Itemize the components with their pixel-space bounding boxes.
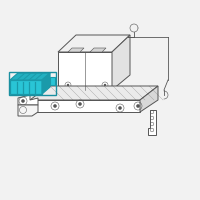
Polygon shape xyxy=(148,110,156,135)
Polygon shape xyxy=(50,77,55,85)
Polygon shape xyxy=(18,95,38,105)
Polygon shape xyxy=(58,35,130,52)
Circle shape xyxy=(21,99,25,103)
Polygon shape xyxy=(18,105,38,116)
Polygon shape xyxy=(30,100,140,112)
Circle shape xyxy=(78,102,82,106)
Polygon shape xyxy=(112,35,130,90)
Circle shape xyxy=(53,104,57,108)
Circle shape xyxy=(67,84,69,86)
Polygon shape xyxy=(140,86,158,112)
Polygon shape xyxy=(42,73,50,94)
Circle shape xyxy=(104,84,106,86)
Polygon shape xyxy=(58,52,112,90)
Polygon shape xyxy=(68,48,84,52)
Polygon shape xyxy=(30,86,158,100)
Circle shape xyxy=(136,104,140,108)
Polygon shape xyxy=(10,73,50,80)
Polygon shape xyxy=(90,48,106,52)
Circle shape xyxy=(118,106,122,110)
Polygon shape xyxy=(10,80,42,94)
